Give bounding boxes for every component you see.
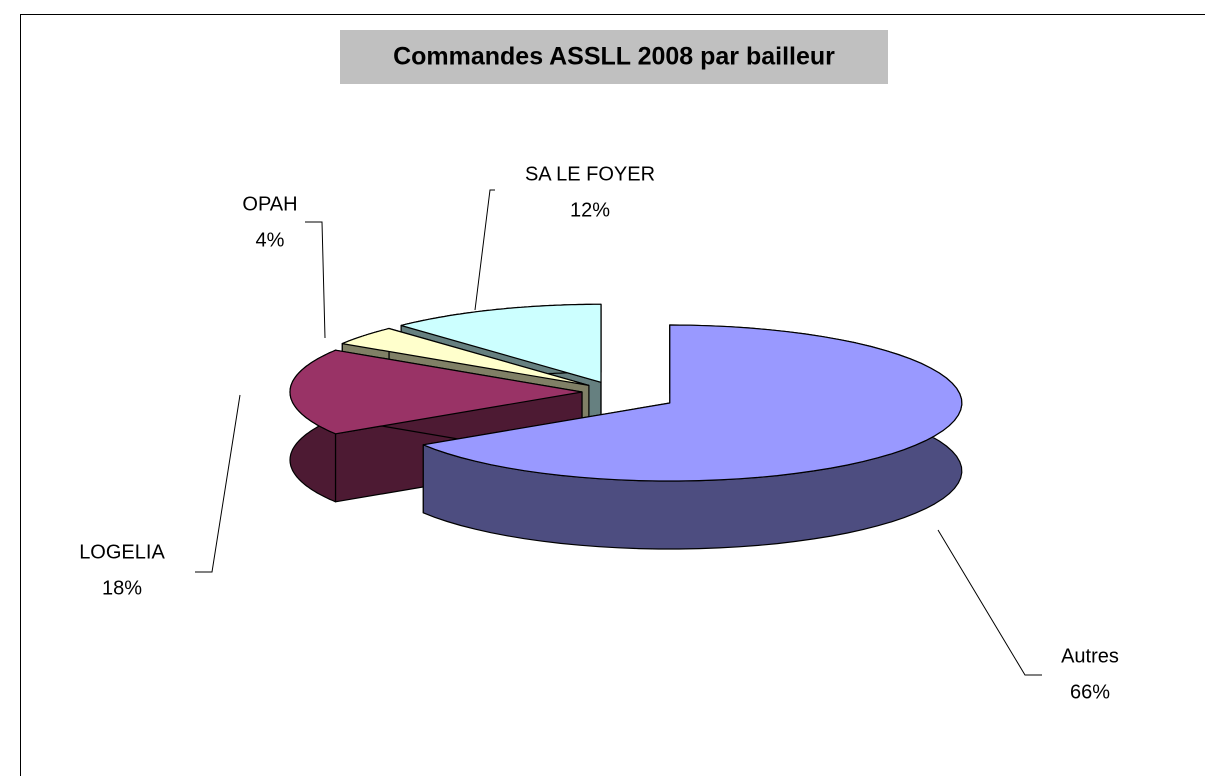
leader-line — [937, 529, 1042, 676]
chart-border — [20, 14, 1205, 776]
slice-label: OPAH — [242, 193, 297, 215]
slice-label: LOGELIA — [79, 541, 165, 563]
leader-line — [195, 394, 241, 573]
leader-line — [305, 221, 326, 339]
slice — [289, 349, 583, 435]
slice-value-label: 4% — [256, 229, 285, 251]
slice — [400, 303, 602, 383]
slice — [422, 324, 963, 482]
slice-value-label: 12% — [570, 199, 610, 221]
slice-value-label: 66% — [1070, 681, 1110, 703]
chart-title: Commandes ASSLL 2008 par bailleur — [393, 43, 835, 71]
slice-value-label: 18% — [102, 577, 142, 599]
title-box — [340, 30, 888, 84]
slice — [341, 327, 590, 386]
slice-label: Autres — [1061, 645, 1119, 667]
leader-line — [474, 189, 495, 311]
slice-label: SA LE FOYER — [525, 163, 655, 185]
